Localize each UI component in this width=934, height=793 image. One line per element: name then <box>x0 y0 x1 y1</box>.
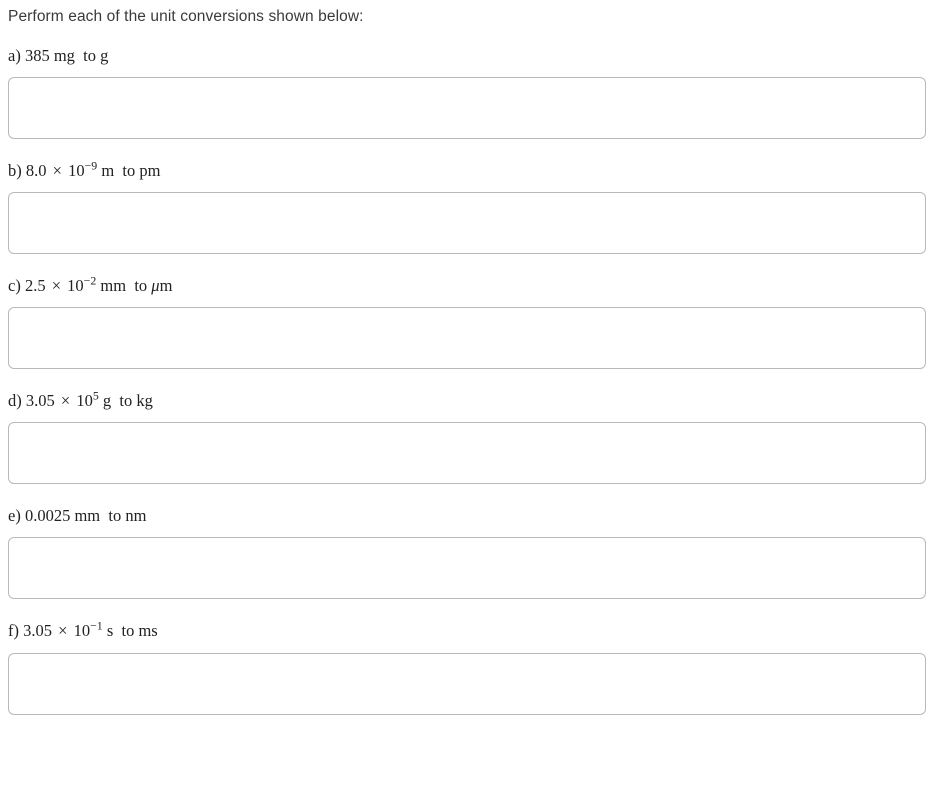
question-value: 3.05 <box>23 621 52 640</box>
to-word: to <box>126 276 151 295</box>
question-letter: a) <box>8 46 21 65</box>
to-unit: kg <box>136 391 153 410</box>
from-unit: mg <box>54 46 75 65</box>
times-symbol: × <box>47 161 69 180</box>
answer-input[interactable] <box>8 77 926 139</box>
to-unit: g <box>100 46 108 65</box>
to-word: to <box>75 46 100 65</box>
from-unit: m <box>101 161 114 180</box>
question-letter: e) <box>8 506 21 525</box>
answer-input[interactable] <box>8 537 926 599</box>
to-unit: nm <box>125 506 146 525</box>
to-unit: pm <box>139 161 160 180</box>
times-symbol: × <box>52 621 74 640</box>
question-letter: d) <box>8 391 22 410</box>
from-unit: mm <box>100 276 126 295</box>
question-block: e) 0.0025 mm to nm <box>8 504 926 599</box>
question-block: b) 8.0 × 10−9 m to pm <box>8 159 926 254</box>
answer-input[interactable] <box>8 653 926 715</box>
power-of-ten: 10 <box>74 621 91 640</box>
question-prompt: d) 3.05 × 105 g to kg <box>8 389 926 412</box>
worksheet-page: Perform each of the unit conversions sho… <box>0 0 934 743</box>
question-letter: b) <box>8 161 22 180</box>
to-word: to <box>100 506 125 525</box>
answer-input[interactable] <box>8 192 926 254</box>
question-value: 8.0 <box>26 161 47 180</box>
exponent: −1 <box>90 619 103 633</box>
question-prompt: e) 0.0025 mm to nm <box>8 504 926 527</box>
question-prompt: f) 3.05 × 10−1 s to ms <box>8 619 926 642</box>
times-symbol: × <box>55 391 77 410</box>
question-block: a) 385 mg to g <box>8 44 926 139</box>
question-letter: c) <box>8 276 21 295</box>
question-prompt: b) 8.0 × 10−9 m to pm <box>8 159 926 182</box>
question-prompt: a) 385 mg to g <box>8 44 926 67</box>
question-block: c) 2.5 × 10−2 mm to μm <box>8 274 926 369</box>
answer-input[interactable] <box>8 422 926 484</box>
exponent: −2 <box>84 274 97 288</box>
power-of-ten: 10 <box>68 161 85 180</box>
question-value: 0.0025 <box>25 506 70 525</box>
to-word: to <box>114 161 139 180</box>
times-symbol: × <box>46 276 68 295</box>
question-block: f) 3.05 × 10−1 s to ms <box>8 619 926 714</box>
question-letter: f) <box>8 621 19 640</box>
from-unit: mm <box>74 506 100 525</box>
power-of-ten: 10 <box>67 276 84 295</box>
answer-input[interactable] <box>8 307 926 369</box>
exponent: 5 <box>93 389 99 403</box>
question-prompt: c) 2.5 × 10−2 mm to μm <box>8 274 926 297</box>
question-value: 2.5 <box>25 276 46 295</box>
from-unit: g <box>103 391 111 410</box>
question-block: d) 3.05 × 105 g to kg <box>8 389 926 484</box>
power-of-ten: 10 <box>76 391 93 410</box>
to-word: to <box>113 621 138 640</box>
to-unit: ms <box>138 621 157 640</box>
question-value: 385 <box>25 46 50 65</box>
exponent: −9 <box>85 159 98 173</box>
questions-container: a) 385 mg to gb) 8.0 × 10−9 m to pmc) 2.… <box>8 44 926 715</box>
question-value: 3.05 <box>26 391 55 410</box>
to-word: to <box>111 391 136 410</box>
instruction-text: Perform each of the unit conversions sho… <box>8 8 926 26</box>
to-unit: μm <box>151 276 172 295</box>
